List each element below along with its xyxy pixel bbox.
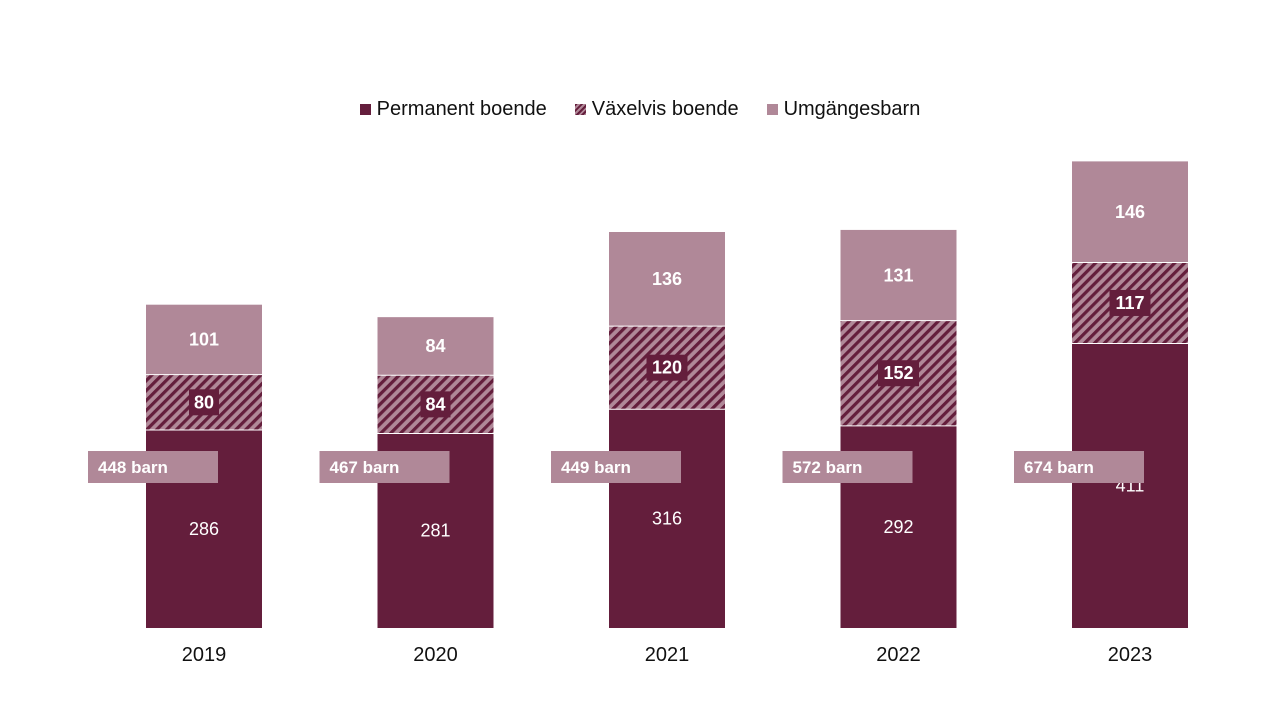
bar-umgangesbarn-2021 — [609, 232, 725, 327]
total-label-2023: 674 barn — [1024, 458, 1094, 477]
x-tick-label-2019: 2019 — [182, 644, 227, 666]
bar-umgangesbarn-2022 — [840, 229, 957, 321]
legend-item-umgangesbarn: Umgängesbarn — [766, 98, 921, 121]
data-label-box-vaxelvis-2022 — [878, 360, 919, 387]
total-label-box-2019 — [88, 451, 218, 483]
data-label-vaxelvis-2023: 117 — [1115, 293, 1144, 313]
chart-legend: Permanent boende Växelvis boende Umgänge… — [0, 98, 1280, 121]
data-label-umgangesbarn-2021: 136 — [652, 269, 682, 289]
total-label-box-2023 — [1014, 451, 1144, 483]
data-label-vaxelvis-2020: 84 — [425, 394, 445, 414]
legend-label-umgangesbarn: Umgängesbarn — [783, 98, 921, 120]
bar-umgangesbarn-2023 — [1072, 161, 1188, 263]
legend-item-vaxelvis: Växelvis boende — [574, 98, 739, 121]
legend-swatch-vaxelvis — [574, 104, 586, 115]
bar-umgangesbarn-2019 — [146, 304, 262, 375]
total-label-2022: 572 barn — [793, 458, 863, 477]
data-label-permanent-2021: 316 — [652, 509, 682, 529]
total-label-box-2020 — [319, 451, 450, 483]
x-tick-label-2023: 2023 — [1108, 644, 1153, 666]
data-label-vaxelvis-2019: 80 — [194, 392, 214, 412]
data-label-box-vaxelvis-2019 — [189, 389, 219, 416]
legend-label-vaxelvis: Växelvis boende — [591, 98, 739, 120]
bar-umgangesbarn-2020 — [377, 317, 494, 376]
x-tick-label-2021: 2021 — [645, 644, 690, 666]
total-label-box-2021 — [551, 451, 681, 483]
data-label-box-vaxelvis-2020 — [420, 391, 451, 418]
data-label-box-vaxelvis-2021 — [646, 354, 688, 381]
bar-permanent-2021 — [609, 409, 725, 628]
legend-label-permanent: Permanent boende — [376, 98, 547, 120]
data-label-umgangesbarn-2022: 131 — [883, 265, 913, 285]
bars-group: 286 80 101 448 barn 2019 281 84 84 467 barn 2020 3… — [88, 161, 1188, 666]
data-label-vaxelvis-2021: 120 — [652, 358, 682, 378]
bar-permanent-2023 — [1072, 343, 1188, 628]
data-label-permanent-2022: 292 — [883, 517, 913, 537]
data-label-vaxelvis-2022: 152 — [883, 363, 913, 383]
x-tick-label-2022: 2022 — [876, 644, 921, 666]
data-label-permanent-2020: 281 — [420, 521, 450, 541]
total-label-box-2022 — [782, 451, 913, 483]
legend-swatch-umgangesbarn — [766, 104, 778, 115]
data-label-umgangesbarn-2019: 101 — [189, 330, 219, 350]
x-tick-label-2020: 2020 — [413, 644, 458, 666]
data-label-box-vaxelvis-2023 — [1109, 289, 1151, 316]
data-label-permanent-2019: 286 — [189, 519, 219, 539]
data-label-umgangesbarn-2023: 146 — [1115, 202, 1145, 222]
total-label-2019: 448 barn — [98, 458, 168, 477]
legend-item-permanent: Permanent boende — [359, 98, 547, 121]
total-label-2020: 467 barn — [330, 458, 400, 477]
total-label-2021: 449 barn — [561, 458, 631, 477]
data-label-umgangesbarn-2020: 84 — [425, 336, 445, 356]
legend-swatch-permanent — [359, 104, 371, 115]
